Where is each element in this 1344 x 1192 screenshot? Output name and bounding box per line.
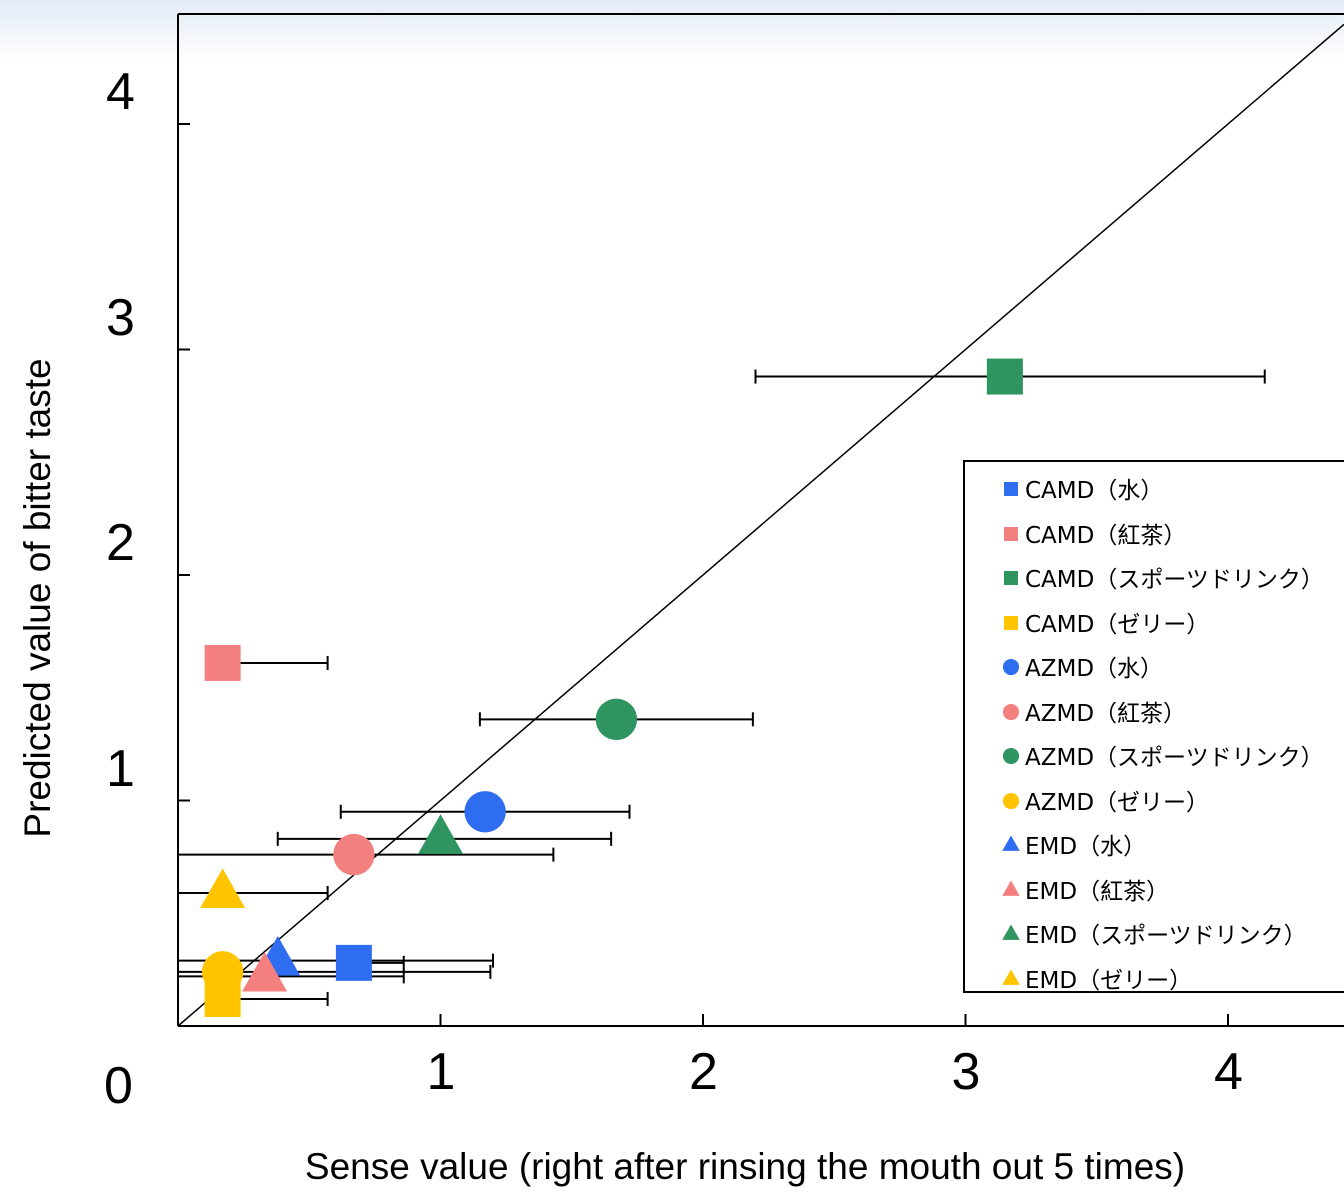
legend-item-6: AZMD（スポーツドリンク） — [1001, 740, 1324, 771]
legend-label: AZMD（スポーツドリンク） — [1025, 745, 1324, 771]
legend-label: CAMD（水） — [1025, 478, 1164, 504]
y-tick-label-4: 4 — [106, 63, 135, 121]
marker-10 — [418, 814, 463, 854]
origin-label: 0 — [104, 1057, 133, 1115]
x-tick-label-4: 4 — [1214, 1043, 1243, 1101]
legend-label: CAMD（ゼリー） — [1025, 611, 1210, 638]
marker-9 — [242, 951, 288, 992]
legend: CAMD（水） CAMD（紅茶） CAMD（スポーツドリンク） CAMD（ゼリー） AZ… — [963, 460, 1344, 994]
legend-swatch-circle-icon — [1002, 703, 1020, 720]
data-markers — [200, 358, 1023, 1017]
legend-label: AZMD（水） — [1025, 656, 1164, 682]
axes — [177, 13, 1344, 1027]
legend-item-3: CAMD（ゼリー） — [1001, 607, 1210, 638]
legend-label: EMD（紅茶） — [1025, 878, 1170, 905]
legend-label: EMD（スポーツドリンク） — [1025, 923, 1307, 949]
legend-item-9: EMD（紅茶） — [1001, 874, 1170, 905]
legend-swatch-triangle-icon — [1002, 835, 1020, 851]
legend-marker-5 — [1002, 703, 1020, 720]
legend-marker-0 — [1004, 482, 1018, 496]
marker-0 — [335, 944, 372, 981]
marker-5 — [333, 833, 375, 876]
x-tick-label-3: 3 — [951, 1043, 981, 1101]
legend-swatch-square-icon — [1004, 571, 1018, 585]
legend-label: CAMD（スポーツドリンク） — [1025, 567, 1324, 593]
legend-swatch-triangle-icon — [1002, 879, 1020, 896]
legend-label: AZMD（紅茶） — [1025, 700, 1187, 727]
marker-7 — [201, 951, 244, 993]
legend-swatch-triangle-icon — [1002, 924, 1020, 940]
y-tick-label-1: 1 — [106, 739, 135, 798]
legend-marker-2 — [1004, 571, 1018, 585]
legend-swatch-circle-icon — [1002, 792, 1020, 809]
legend-marker-6 — [1002, 747, 1020, 765]
marker-11 — [200, 868, 246, 909]
marker-4 — [464, 791, 506, 833]
y-tick-label-3: 3 — [106, 288, 135, 347]
legend-label: AZMD（ゼリー） — [1025, 789, 1210, 816]
legend-item-0: CAMD（水） — [1001, 473, 1164, 504]
legend-marker-1 — [1004, 526, 1018, 541]
legend-item-8: EMD（水） — [1001, 829, 1147, 860]
legend-swatch-square-icon — [1004, 615, 1018, 630]
legend-label: CAMD（紅茶） — [1025, 522, 1187, 549]
marker-1 — [204, 644, 241, 681]
legend-item-5: AZMD（紅茶） — [1001, 696, 1187, 727]
background-gradient — [0, 0, 1344, 60]
legend-item-10: EMD（スポーツドリンク） — [1001, 918, 1307, 949]
legend-swatch-circle-icon — [1002, 658, 1020, 676]
legend-item-11: EMD（ゼリー） — [1001, 963, 1193, 994]
legend-marker-8 — [1002, 835, 1020, 851]
legend-marker-7 — [1002, 792, 1020, 809]
legend-item-1: CAMD（紅茶） — [1001, 518, 1187, 549]
legend-swatch-square-icon — [1004, 482, 1018, 496]
legend-marker-4 — [1002, 658, 1020, 676]
marker-6 — [595, 698, 638, 741]
legend-marker-10 — [1002, 924, 1020, 940]
y-tick-label-2: 2 — [106, 514, 135, 572]
legend-item-2: CAMD（スポーツドリンク） — [1001, 562, 1324, 593]
legend-swatch-triangle-icon — [1002, 968, 1020, 985]
legend-marker-3 — [1004, 615, 1018, 630]
x-tick-label-2: 2 — [689, 1043, 718, 1101]
legend-item-7: AZMD（ゼリー） — [1001, 785, 1210, 816]
legend-swatch-circle-icon — [1002, 747, 1020, 765]
legend-marker-9 — [1002, 879, 1020, 896]
legend-label: EMD（水） — [1025, 834, 1147, 860]
legend-swatch-square-icon — [1004, 526, 1018, 541]
x-tick-label-1: 1 — [426, 1043, 456, 1101]
legend-label: EMD（ゼリー） — [1025, 967, 1193, 994]
legend-item-4: AZMD（水） — [1001, 651, 1164, 682]
legend-marker-11 — [1002, 968, 1020, 985]
y-axis-label: Predicted value of bitter taste — [17, 358, 58, 838]
x-axis-label: Sense value (right after rinsing the mou… — [304, 1146, 1186, 1187]
marker-2 — [986, 358, 1023, 395]
